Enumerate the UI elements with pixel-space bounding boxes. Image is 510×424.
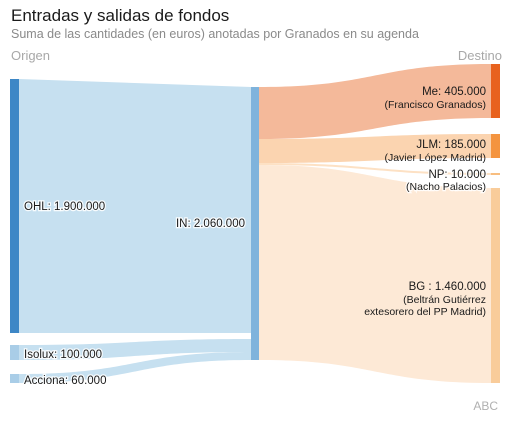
link-in-jlm [259, 134, 491, 163]
link-in-np [259, 163, 491, 175]
label-jlm-detail: (Javier López Madrid) [384, 152, 486, 164]
link-ohl-in [19, 79, 251, 333]
label-np-detail: (Nacho Palacios) [406, 181, 486, 193]
node-bg [491, 188, 500, 383]
origin-column-header: Origen [11, 48, 51, 63]
source-credit: ABC [473, 399, 498, 413]
node-me [491, 64, 500, 118]
node-np [491, 173, 500, 175]
node-acciona [10, 374, 19, 383]
destination-column-header: Destino [457, 48, 502, 63]
label-ohl: OHL: 1.900.000 [24, 201, 105, 213]
node-jlm [491, 134, 500, 158]
label-isolux: Isolux: 100.000 [24, 349, 102, 361]
label-np: NP: 10.000 [428, 169, 486, 181]
link-acciona-in [19, 352, 251, 383]
link-in-bg [259, 165, 491, 383]
label-bg-detail-2: extesorero del PP Madrid) [364, 306, 486, 318]
link-in-me [259, 64, 491, 139]
chart-title: Entradas y salidas de fondos [11, 6, 230, 25]
chart-subtitle: Suma de las cantidades (en euros) anotad… [11, 27, 419, 41]
node-isolux [10, 345, 19, 360]
label-in: IN: 2.060.000 [176, 218, 245, 230]
link-isolux-in [19, 339, 251, 360]
label-acciona: Acciona: 60.000 [24, 375, 106, 387]
label-me: Me: 405.000 [422, 86, 486, 98]
label-jlm: JLM: 185.000 [416, 139, 486, 151]
node-ohl [10, 79, 19, 333]
label-bg: BG : 1.460.000 [409, 281, 486, 293]
label-bg-detail-1: (Beltrán Gutiérrez [403, 294, 486, 306]
label-me-detail: (Francisco Granados) [384, 99, 486, 111]
node-in [251, 87, 259, 360]
